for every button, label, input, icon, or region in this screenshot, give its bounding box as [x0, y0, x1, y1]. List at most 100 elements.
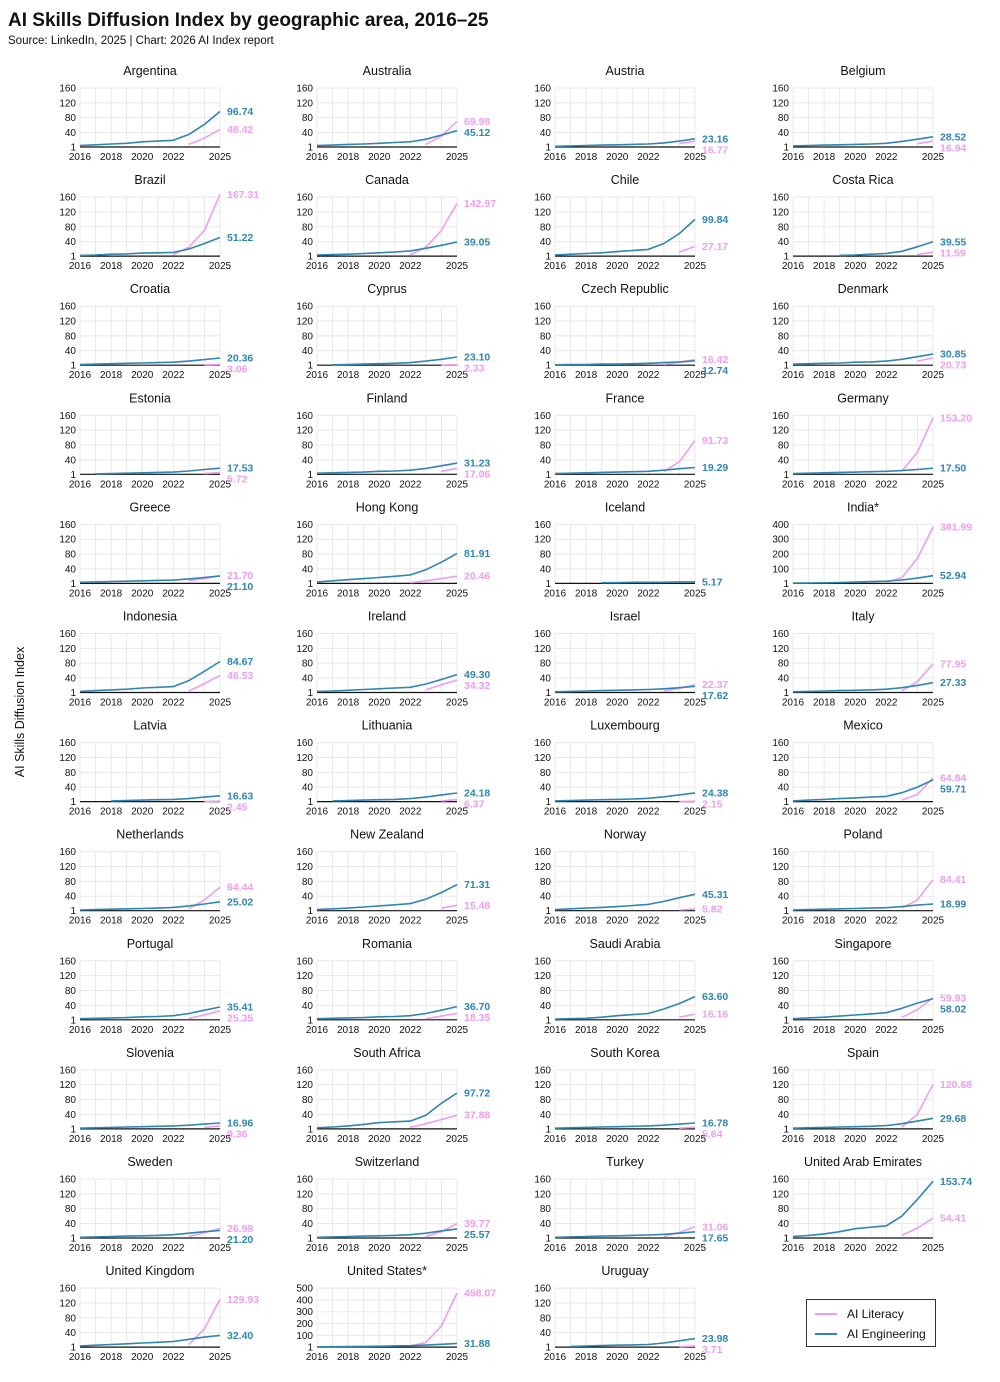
ai-engineering-value-belgium: 28.52	[940, 131, 966, 143]
panel-title-austria: Austria	[606, 64, 645, 78]
x-tick-uruguay: 2025	[684, 1352, 707, 1363]
ai-literacy-value-germany: 153.20	[940, 412, 972, 424]
ai-engineering-value-mexico: 59.71	[940, 783, 966, 795]
x-tick-iceland: 2016	[544, 588, 567, 599]
x-tick-cyprus: 2025	[446, 370, 469, 381]
x-tick-turkey: 2016	[544, 1243, 567, 1254]
x-tick-iceland: 2020	[606, 588, 629, 599]
x-tick-argentina: 2016	[69, 152, 92, 163]
ai-literacy-value-united-kingdom: 129.93	[227, 1294, 259, 1306]
panel-title-brazil: Brazil	[134, 173, 165, 187]
x-tick-croatia: 2016	[69, 370, 92, 381]
x-tick-israel: 2018	[575, 698, 598, 709]
ai-engineering-line-south-africa	[316, 1092, 458, 1129]
x-tick-singapore: 2022	[875, 1025, 898, 1036]
x-tick-spain: 2025	[922, 1134, 945, 1145]
ai-engineering-line-indonesia	[79, 660, 221, 693]
x-tick-new-zealand: 2025	[446, 916, 469, 927]
x-tick-australia: 2020	[368, 152, 391, 163]
x-tick-netherlands: 2016	[69, 916, 92, 927]
x-tick-cyprus: 2018	[337, 370, 360, 381]
ai-literacy-value-hong-kong: 20.46	[464, 571, 490, 583]
y-tick-australia: 40	[302, 128, 314, 139]
ai-literacy-line-hong-kong	[410, 575, 458, 584]
y-tick-mexico: 40	[778, 783, 790, 794]
y-tick-cyprus: 160	[296, 302, 313, 313]
ai-engineering-line-south-korea	[554, 1122, 696, 1129]
y-tick-iceland: 160	[534, 520, 551, 531]
panel-title-turkey: Turkey	[606, 1155, 644, 1169]
y-tick-estonia: 80	[65, 440, 77, 451]
x-tick-poland: 2025	[922, 916, 945, 927]
ai-literacy-line-saudi-arabia	[679, 1013, 696, 1018]
x-tick-hong-kong: 2020	[368, 588, 391, 599]
y-tick-latvia: 120	[59, 753, 76, 764]
ai-literacy-line-chile	[679, 245, 696, 253]
x-tick-romania: 2016	[306, 1025, 329, 1036]
x-tick-estonia: 2018	[100, 479, 123, 490]
panel-title-south-africa: South Africa	[353, 1046, 420, 1060]
ai-literacy-value-chile: 27.17	[702, 241, 728, 253]
y-tick-iceland: 40	[540, 564, 552, 575]
y-tick-estonia: 40	[65, 455, 77, 466]
y-tick-cyprus: 120	[296, 317, 313, 328]
x-tick-sweden: 2016	[69, 1243, 92, 1254]
x-tick-spain: 2022	[875, 1134, 898, 1145]
y-tick-iceland: 120	[534, 535, 551, 546]
ai-literacy-value-indonesia: 46.53	[227, 670, 253, 682]
y-tick-lithuania: 80	[302, 768, 314, 779]
x-tick-saudi-arabia: 2018	[575, 1025, 598, 1036]
ai-engineering-line-united-states	[316, 1342, 458, 1348]
x-tick-estonia: 2025	[209, 479, 232, 490]
x-tick-brazil: 2022	[162, 261, 185, 272]
ai-engineering-value-poland: 18.99	[940, 899, 966, 911]
x-tick-switzerland: 2016	[306, 1243, 329, 1254]
x-tick-belgium: 2022	[875, 152, 898, 163]
legend-label-engineering: AI Engineering	[847, 1327, 926, 1341]
ai-literacy-line-mexico	[901, 777, 934, 801]
panel-title-saudi-arabia: Saudi Arabia	[590, 937, 661, 951]
x-tick-mexico: 2018	[813, 807, 836, 818]
y-tick-south-africa: 120	[296, 1080, 313, 1091]
ai-engineering-value-cyprus: 23.10	[464, 351, 490, 363]
y-tick-lithuania: 120	[296, 753, 313, 764]
x-tick-italy: 2016	[782, 698, 805, 709]
x-tick-portugal: 2018	[100, 1025, 123, 1036]
y-tick-indonesia: 40	[65, 674, 77, 685]
y-tick-canada: 80	[302, 222, 314, 233]
panel-title-new-zealand: New Zealand	[350, 828, 424, 842]
ai-engineering-line-austria	[554, 138, 696, 148]
x-tick-israel: 2016	[544, 698, 567, 709]
y-tick-iceland: 80	[540, 550, 552, 561]
x-tick-netherlands: 2020	[131, 916, 154, 927]
x-tick-indonesia: 2020	[131, 698, 154, 709]
legend-item-ai-literacy: AI Literacy	[815, 1306, 904, 1322]
y-tick-india: 400	[772, 520, 789, 531]
x-tick-turkey: 2020	[606, 1243, 629, 1254]
y-tick-ireland: 160	[296, 629, 313, 640]
x-tick-italy: 2018	[813, 698, 836, 709]
x-tick-austria: 2022	[637, 152, 660, 163]
x-tick-romania: 2022	[399, 1025, 422, 1036]
y-tick-finland: 1	[307, 470, 313, 481]
x-tick-luxembourg: 2025	[684, 807, 707, 818]
ai-engineering-line-argentina	[79, 110, 221, 147]
ai-literacy-line-finland	[441, 467, 458, 473]
x-tick-chile: 2018	[575, 261, 598, 272]
x-tick-spain: 2016	[782, 1134, 805, 1145]
x-tick-mexico: 2025	[922, 807, 945, 818]
y-tick-greece: 80	[65, 550, 77, 561]
ai-literacy-line-united-arab-emirates	[901, 1217, 934, 1237]
y-tick-luxembourg: 160	[534, 738, 551, 749]
y-tick-greece: 120	[59, 535, 76, 546]
y-tick-south-africa: 1	[307, 1124, 313, 1135]
ai-engineering-line-spain	[792, 1117, 934, 1129]
x-tick-south-korea: 2025	[684, 1134, 707, 1145]
x-tick-germany: 2018	[813, 479, 836, 490]
y-tick-turkey: 1	[545, 1234, 551, 1245]
x-tick-united-arab-emirates: 2022	[875, 1243, 898, 1254]
y-tick-luxembourg: 1	[545, 797, 551, 808]
y-tick-turkey: 40	[540, 1219, 552, 1230]
y-tick-united-arab-emirates: 1	[783, 1234, 789, 1245]
panel-title-romania: Romania	[362, 937, 412, 951]
